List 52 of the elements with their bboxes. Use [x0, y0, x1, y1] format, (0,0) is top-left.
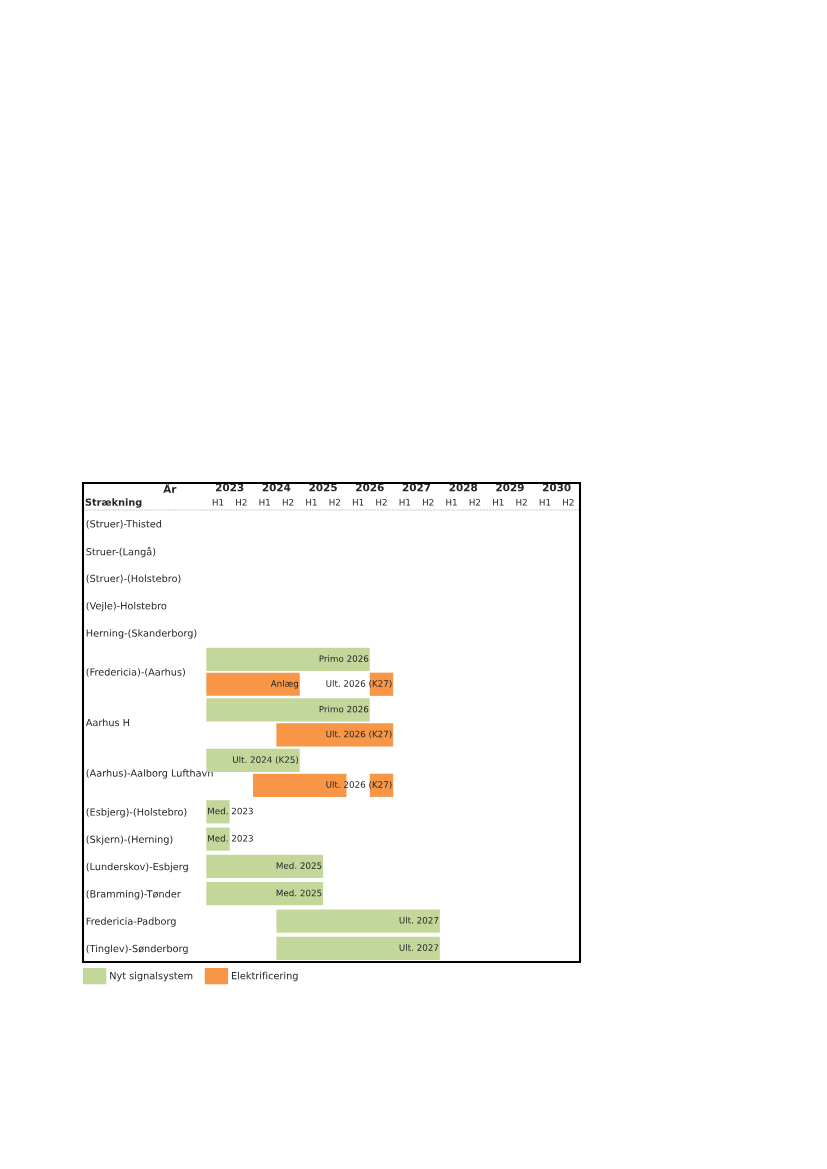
- y-axis-title: Strækning: [85, 498, 142, 508]
- data-label: Med. 2023: [208, 807, 253, 815]
- data-label: Ult. 2027: [399, 916, 439, 924]
- data-label: Med. 2025: [276, 889, 322, 897]
- annotation: H2: [282, 498, 294, 506]
- annotation: H1: [446, 499, 457, 506]
- data-label: Primo 2026: [319, 705, 369, 713]
- annotation: H2: [422, 498, 434, 506]
- y-tick-label: Struer-(Langå): [86, 546, 156, 558]
- y-tick-label: (Tinglev)-Sønderborg: [86, 944, 188, 955]
- y-tick-label: (Skjern)-(Herning): [86, 835, 173, 845]
- legend-label: Nyt signalsystem: [110, 971, 193, 982]
- data-label: Med. 2023: [208, 834, 253, 842]
- data-label: Ult. 2026 (K27): [326, 730, 392, 739]
- x-tick-label: 2023: [216, 483, 244, 492]
- y-tick-label: (Struer)-(Holstebro): [86, 574, 181, 584]
- x-tick-label: 2024: [262, 483, 291, 492]
- data-label: Primo 2026: [319, 655, 369, 662]
- y-tick-label: Herning-(Skanderborg): [86, 629, 197, 639]
- annotation: H2: [329, 498, 340, 506]
- annotation: H1: [539, 499, 551, 506]
- x-axis-title: År: [163, 483, 177, 493]
- y-tick-label: (Aarhus)-Aalborg Lufthavn: [86, 769, 213, 779]
- y-tick-label: Fredericia-Padborg: [86, 917, 176, 927]
- annotation: H2: [236, 498, 247, 506]
- annotation: H1: [306, 499, 317, 506]
- annotation: H1: [399, 499, 411, 506]
- x-tick-label: 2030: [542, 483, 571, 492]
- legend-label: Elektrificering: [231, 971, 298, 982]
- y-tick-label: (Vejle)-Holstebro: [86, 601, 167, 612]
- annotation: H1: [259, 499, 270, 506]
- x-tick-label: 2029: [496, 483, 524, 492]
- annotation: H1: [493, 499, 504, 506]
- annotation: H1: [352, 499, 364, 506]
- data-label: Ult. 2024 (K25): [232, 756, 299, 765]
- annotation: H2: [516, 498, 527, 506]
- annotation: H1: [212, 499, 224, 506]
- y-tick-label: (Esbjerg)-(Holstebro): [86, 808, 187, 818]
- y-tick-label: (Fredericia)-(Aarhus): [86, 668, 185, 677]
- x-tick-label: 2025: [309, 483, 337, 492]
- data-label: Ult. 2027: [399, 944, 439, 951]
- y-tick-label: (Lunderskov)-Esbjerg: [86, 862, 188, 873]
- annotation: H2: [469, 498, 481, 506]
- x-tick-label: 2028: [449, 483, 478, 492]
- y-tick-label: (Struer)-Thisted: [86, 519, 162, 529]
- data-label: Med. 2025: [276, 862, 322, 869]
- annotation: H2: [376, 498, 387, 506]
- y-tick-label: (Bramming)-Tønder: [86, 890, 181, 900]
- y-tick-label: Aarhus H: [85, 718, 130, 727]
- x-tick-label: 2026: [356, 483, 384, 492]
- annotation: H2: [563, 498, 574, 506]
- data-label: Anlæg: [270, 680, 299, 689]
